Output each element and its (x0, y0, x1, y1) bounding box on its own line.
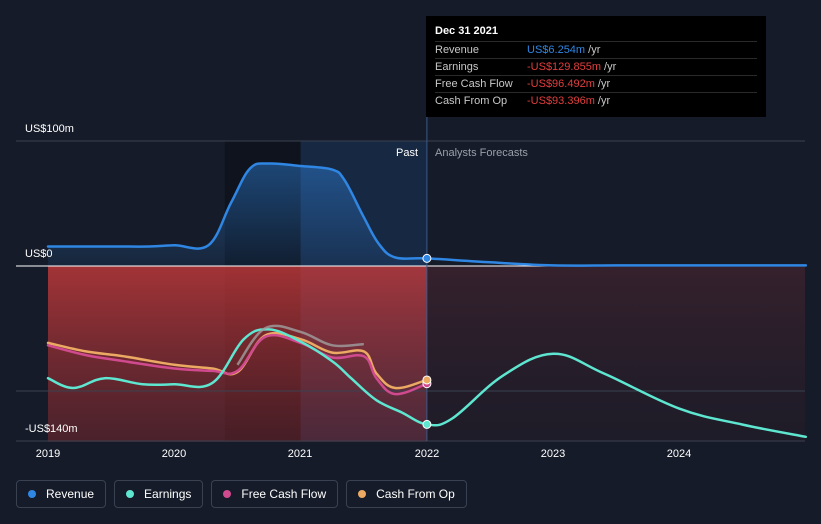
y-tick-label-zero: US$0 (25, 248, 53, 260)
x-tick-label: 2020 (161, 448, 187, 460)
legend-item-free-cash-flow[interactable]: Free Cash Flow (211, 480, 339, 508)
series-line-earnings (46, 328, 808, 439)
x-tick-label: 2023 (540, 448, 566, 460)
tooltip-unit: /yr (594, 78, 611, 90)
tooltip-value: -US$93.396m (527, 95, 595, 107)
forecast-label: Analysts Forecasts (435, 147, 528, 159)
tooltip-row-free-cash-flow: Free Cash Flow -US$96.492m /yr (435, 75, 757, 92)
tooltip-value: US$6.254m (527, 44, 586, 56)
tooltip-value: -US$129.855m (527, 61, 601, 73)
tooltip-date: Dec 31 2021 (435, 25, 498, 37)
legend-dot-icon (223, 490, 232, 498)
x-tick-label: 2022 (414, 448, 440, 460)
series-line-free-cash-flow (46, 333, 429, 396)
tooltip-value: -US$96.492m (527, 78, 595, 90)
legend-dot-icon (126, 490, 135, 498)
legend-label: Free Cash Flow (241, 487, 327, 501)
x-tick-label: 2024 (666, 448, 692, 460)
legend-label: Revenue (46, 487, 95, 501)
x-tick-label: 2019 (35, 448, 61, 460)
series-line-revenue (46, 162, 808, 267)
legend-item-revenue[interactable]: Revenue (16, 480, 107, 508)
tooltip-row-cash-from-op: Cash From Op -US$93.396m /yr (435, 92, 757, 109)
y-tick-label-bottom: -US$140m (25, 423, 78, 435)
legend-dot-icon (358, 490, 367, 498)
tooltip-unit: /yr (601, 61, 617, 73)
tooltip-label: Cash From Op (435, 95, 508, 107)
marker-earnings (422, 419, 432, 429)
chart-legend: Revenue Earnings Free Cash Flow Cash Fro… (16, 480, 467, 508)
legend-dot-icon (28, 490, 36, 498)
y-tick-label-top: US$100m (25, 123, 74, 135)
tooltip-unit: /yr (585, 44, 601, 56)
marker-cash-from-op (422, 375, 432, 385)
tooltip-label: Earnings (435, 61, 479, 73)
data-tooltip: Dec 31 2021 Revenue US$6.254m /yr Earnin… (426, 16, 766, 117)
overlap-line (236, 324, 364, 366)
revenue-area (48, 163, 427, 266)
x-tick-label: 2021 (287, 448, 313, 460)
legend-label: Earnings (144, 487, 192, 501)
negative-area-forecast (426, 266, 805, 442)
tooltip-unit: /yr (594, 95, 611, 107)
legend-item-earnings[interactable]: Earnings (114, 480, 204, 508)
legend-item-cash-from-op[interactable]: Cash From Op (346, 480, 467, 508)
past-label: Past (396, 147, 419, 159)
tooltip-row-earnings: Earnings -US$129.855m /yr (435, 58, 757, 75)
tooltip-label: Free Cash Flow (435, 78, 513, 90)
tooltip-row-revenue: Revenue US$6.254m /yr (435, 41, 757, 58)
tooltip-label: Revenue (435, 44, 480, 56)
legend-label: Cash From Op (376, 487, 455, 501)
marker-revenue (422, 253, 432, 263)
